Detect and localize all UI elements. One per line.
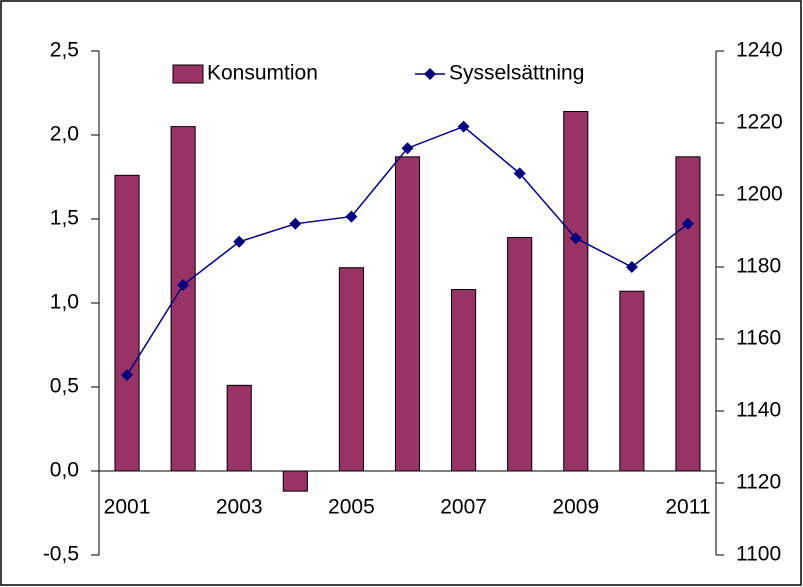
line-marker [569,232,582,245]
line-marker [233,235,246,248]
y2-tick-label: 1240 [736,39,783,62]
x-tick-label: 2001 [104,496,151,519]
x-tick-label: 2005 [328,496,375,519]
y-tick-label: 0,0 [50,459,79,482]
bar [338,267,364,472]
y2-tick-label: 1100 [736,543,781,566]
line-marker [625,261,638,273]
line-marker [513,167,526,180]
bar [114,174,140,472]
line-marker [457,120,470,133]
line-marker [289,217,302,230]
bar [451,289,477,472]
line-marker [681,217,694,230]
y2-tick-label: 1200 [736,183,783,206]
bar [394,156,421,472]
legend-swatch [172,64,204,84]
line-marker [345,210,358,223]
bar [507,236,533,472]
y-tick-label: 1,0 [50,291,79,314]
x-tick-label: 2003 [216,496,263,519]
bar [282,470,308,492]
legend-marker [424,68,436,80]
bar [563,110,589,472]
x-tick-label: 2007 [440,496,487,519]
y-tick-label: -0,5 [43,543,79,566]
legend-label: Sysselsättning [449,62,584,85]
line-marker [121,369,134,381]
bar [675,156,701,472]
y-tick-label: 1,5 [50,207,79,230]
y2-tick-label: 1220 [736,111,783,134]
y-tick-label: 2,5 [50,39,79,62]
bar [619,290,645,472]
line-marker [401,142,414,155]
y2-tick-label: 1140 [736,399,781,422]
y-tick-label: 0,5 [50,375,79,398]
x-tick-label: 2009 [552,496,599,519]
y2-tick-label: 1160 [736,327,781,350]
bar [226,384,252,472]
y2-tick-label: 1120 [736,471,781,494]
y-tick-label: 2,0 [50,123,79,146]
y2-tick-label: 1180 [736,255,781,278]
legend-label: Konsumtion [207,62,318,85]
x-tick-label: 2011 [665,496,710,519]
line-marker [177,279,190,291]
